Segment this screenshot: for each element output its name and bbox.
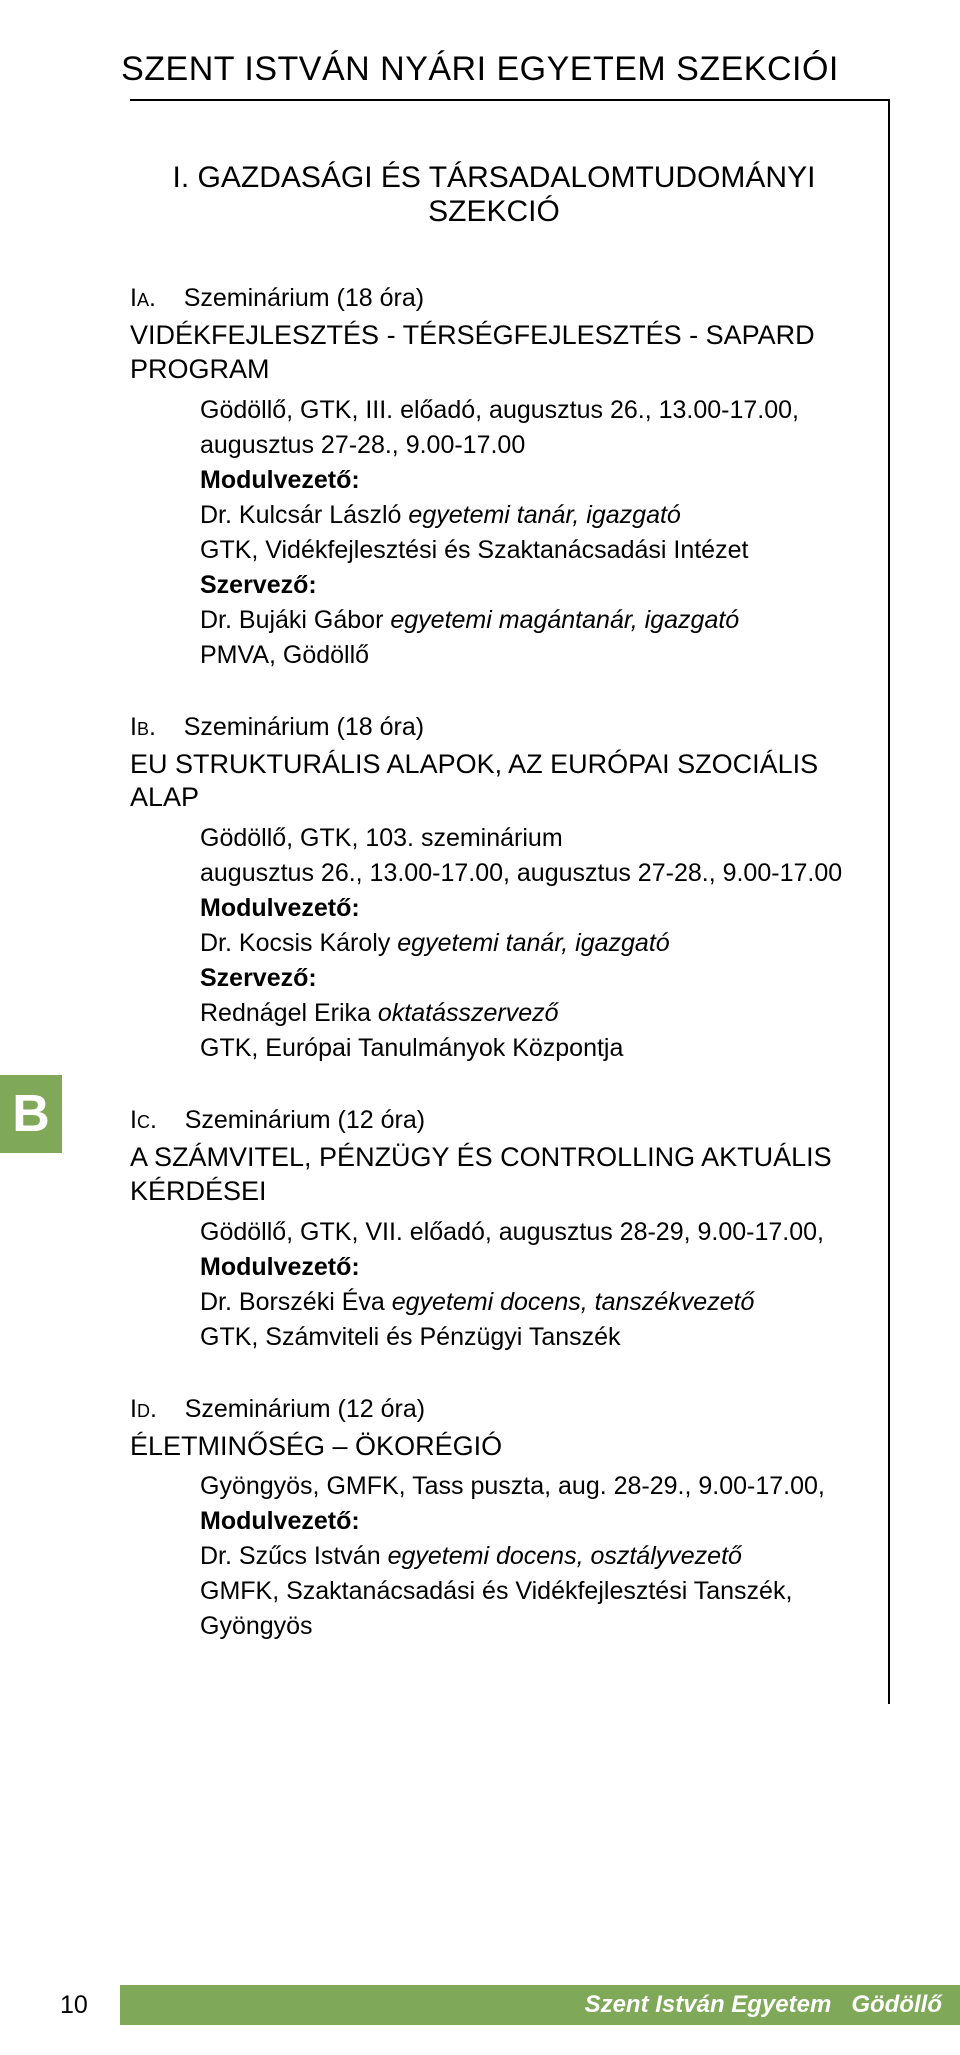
org-label: Szervező: [200, 568, 858, 603]
mod-line: Dr. Kulcsár László egyetemi tanár, igazg… [200, 498, 858, 533]
mod-name: Dr. Borszéki Éva [200, 1288, 392, 1316]
org-line: Dr. Bujáki Gábor egyetemi magántanár, ig… [200, 603, 858, 638]
page: SZENT ISTVÁN NYÁRI EGYETEM SZEKCIÓI I. G… [0, 0, 960, 2015]
org-role: oktatásszervező [378, 999, 559, 1027]
seminar-code: Ic. [130, 1106, 157, 1134]
mod-label: Modulvezető: [200, 891, 858, 926]
org-affil: GTK, Európai Tanulmányok Központja [200, 1031, 858, 1066]
seminar-where: Gödöllő, GTK, VII. előadó, augusztus 28‑… [200, 1215, 858, 1250]
seminar-body: Gödöllő, GTK, VII. előadó, augusztus 28‑… [200, 1215, 858, 1355]
org-affil: PMVA, Gödöllő [200, 638, 858, 673]
mod-role: egyetemi tanár, igazgató [397, 929, 669, 957]
seminar-title: A SZÁMVITEL, PÉNZÜGY ÉS CONTROLLING AKTU… [130, 1141, 858, 1209]
seminar-where: Gyöngyös, GMFK, Tass puszta, aug. 28‑29.… [200, 1469, 858, 1504]
footer: 10 Szent István Egyetem Gödöllő [0, 1985, 960, 2025]
seminar-title: VIDÉKFEJLESZTÉS - TÉRSÉGFEJLESZTÉS - SAP… [130, 319, 858, 387]
org-label: Szervező: [200, 961, 858, 996]
mod-line: Dr. Kocsis Károly egyetemi tanár, igazga… [200, 926, 858, 961]
mod-name: Dr. Kulcsár László [200, 501, 408, 529]
footer-city: Gödöllő [851, 1991, 942, 2018]
side-tab: B [0, 1075, 62, 1153]
footer-bar: Szent István Egyetem Gödöllő [120, 1985, 960, 2025]
seminar-block-id: Id. Szeminárium (12 óra) ÉLETMINŐSÉG – Ö… [130, 1395, 858, 1645]
seminar-code: Ia. [130, 284, 156, 312]
mod-role: egyetemi tanár, igazgató [408, 501, 680, 529]
seminar-where: Gödöllő, GTK, 103. szeminárium [200, 821, 858, 856]
org-role: egyetemi magántanár, igazgató [390, 606, 739, 634]
seminar-when: augusztus 26., 13.00‑17.00, augusztus 27… [200, 856, 858, 891]
org-name: Rednágel Erika [200, 999, 378, 1027]
side-tab-letter: B [12, 1084, 50, 1144]
page-title: SZENT ISTVÁN NYÁRI EGYETEM SZEKCIÓI [70, 50, 890, 89]
mod-line: Dr. Szűcs István egyetemi docens, osztál… [200, 1539, 858, 1574]
org-name: Dr. Bujáki Gábor [200, 606, 390, 634]
seminar-head: Ib. Szeminárium (18 óra) [130, 713, 858, 742]
mod-affil: GMFK, Szaktanácsadási és Vidékfejlesztés… [200, 1574, 858, 1644]
mod-label: Modulvezető: [200, 1504, 858, 1539]
seminar-code: Id. [130, 1395, 157, 1423]
mod-affil: GTK, Vidékfejlesztési és Szaktanácsadási… [200, 533, 858, 568]
seminar-head: Ia. Szeminárium (18 óra) [130, 284, 858, 313]
seminar-body: Gödöllő, GTK, 103. szeminárium augusztus… [200, 821, 858, 1066]
mod-role: egyetemi docens, osztályvezető [388, 1542, 742, 1570]
mod-label: Modulvezető: [200, 1250, 858, 1285]
seminar-block-ia: Ia. Szeminárium (18 óra) VIDÉKFEJLESZTÉS… [130, 284, 858, 673]
seminar-head: Ic. Szeminárium (12 óra) [130, 1106, 858, 1135]
seminar-body: Gyöngyös, GMFK, Tass puszta, aug. 28‑29.… [200, 1469, 858, 1644]
header: SZENT ISTVÁN NYÁRI EGYETEM SZEKCIÓI [70, 50, 890, 89]
seminar-duration: Szeminárium (18 óra) [184, 713, 424, 741]
mod-label: Modulvezető: [200, 463, 858, 498]
seminar-where: Gödöllő, GTK, III. előadó, augusztus 26.… [200, 393, 858, 463]
seminar-duration: Szeminárium (18 óra) [184, 284, 424, 312]
mod-role: egyetemi docens, tanszékvezető [392, 1288, 755, 1316]
mod-name: Dr. Kocsis Károly [200, 929, 397, 957]
org-line: Rednágel Erika oktatásszervező [200, 996, 858, 1031]
seminar-block-ib: Ib. Szeminárium (18 óra) EU STRUKTURÁLIS… [130, 713, 858, 1067]
seminar-head: Id. Szeminárium (12 óra) [130, 1395, 858, 1424]
mod-name: Dr. Szűcs István [200, 1542, 388, 1570]
footer-university: Szent István Egyetem [585, 1991, 832, 2018]
seminar-body: Gödöllő, GTK, III. előadó, augusztus 26.… [200, 393, 858, 673]
mod-line: Dr. Borszéki Éva egyetemi docens, tanszé… [200, 1285, 858, 1320]
seminar-code: Ib. [130, 713, 156, 741]
seminar-block-ic: Ic. Szeminárium (12 óra) A SZÁMVITEL, PÉ… [130, 1106, 858, 1355]
seminar-duration: Szeminárium (12 óra) [185, 1395, 425, 1423]
seminar-title: EU STRUKTURÁLIS ALAPOK, AZ EURÓPAI SZOCI… [130, 748, 858, 816]
seminar-duration: Szeminárium (12 óra) [185, 1106, 425, 1134]
mod-affil: GTK, Számviteli és Pénzügyi Tanszék [200, 1320, 858, 1355]
content-frame: I. GAZDASÁGI ÉS TÁRSADALOMTUDOMÁNYI SZEK… [130, 99, 890, 1704]
section-title: I. GAZDASÁGI ÉS TÁRSADALOMTUDOMÁNYI SZEK… [130, 161, 858, 229]
page-number: 10 [0, 1985, 120, 2025]
seminar-title: ÉLETMINŐSÉG – ÖKORÉGIÓ [130, 1430, 858, 1464]
